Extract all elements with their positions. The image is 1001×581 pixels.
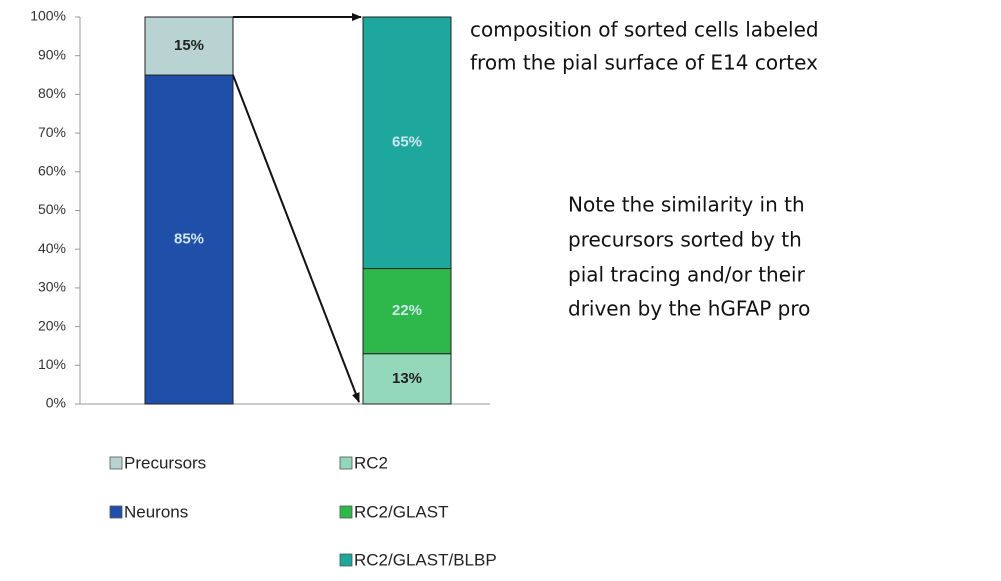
note-line: Note the similarity in th xyxy=(568,193,805,217)
legend-label: RC2/GLAST xyxy=(354,502,448,521)
bar-segment xyxy=(144,74,234,405)
y-tick-label: 50% xyxy=(38,201,66,217)
bar-segment xyxy=(362,268,452,355)
bar-segment xyxy=(362,16,452,270)
y-tick-label: 40% xyxy=(38,240,66,256)
y-tick-label: 90% xyxy=(38,46,66,62)
legend-swatch xyxy=(109,505,123,519)
y-tick-label: 0% xyxy=(46,395,66,411)
data-label: 65% xyxy=(392,134,422,151)
y-tick-label: 70% xyxy=(38,124,66,140)
note-line: driven by the hGFAP pro xyxy=(568,297,810,321)
y-tick-label: 30% xyxy=(38,279,66,295)
legend-swatch xyxy=(339,456,353,470)
y-tick-label: 80% xyxy=(38,85,66,101)
legend-label: RC2 xyxy=(354,453,388,472)
note-line: precursors sorted by th xyxy=(568,228,802,252)
bar-segment xyxy=(362,353,452,405)
y-tick-label: 60% xyxy=(38,163,66,179)
legend-label: RC2/GLAST/BLBP xyxy=(354,550,497,569)
caption-line: composition of sorted cells labeled xyxy=(470,18,819,42)
data-label: 15% xyxy=(174,37,204,54)
caption-line: from the pial surface of E14 cortex xyxy=(470,51,818,75)
legend-swatch xyxy=(109,456,123,470)
legend-label: Neurons xyxy=(124,502,188,521)
y-tick-label: 100% xyxy=(30,8,66,24)
legend-label: Precursors xyxy=(124,453,206,472)
legend-swatch xyxy=(339,505,353,519)
arrow xyxy=(232,74,360,403)
note-line: pial tracing and/or their xyxy=(568,263,806,287)
y-tick-label: 20% xyxy=(38,317,66,333)
data-label: 22% xyxy=(392,302,422,319)
bar-segment xyxy=(144,16,234,76)
y-tick-label: 10% xyxy=(38,356,66,372)
data-label: 85% xyxy=(174,230,204,247)
data-label: 13% xyxy=(392,370,422,387)
legend-swatch xyxy=(339,553,353,567)
